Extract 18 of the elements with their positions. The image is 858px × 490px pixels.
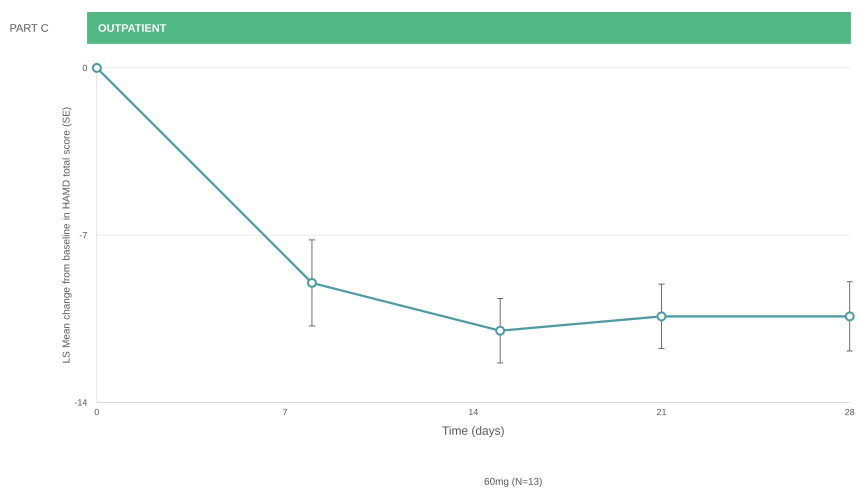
x-tick-label: 14	[468, 408, 478, 415]
y-axis-title: LS Mean change from baseline in HAMD total score (SE)	[62, 107, 72, 362]
x-tick-label: 7	[283, 408, 288, 415]
point	[656, 311, 666, 322]
y-tick-label: -14	[74, 399, 88, 406]
x-tick-label: 0	[94, 408, 100, 416]
chart-title: OUTPATIENT	[98, 24, 166, 32]
x-tick-label: 28	[845, 408, 854, 416]
point	[844, 311, 855, 322]
x-axis-title: Time (days)	[442, 426, 504, 438]
point	[495, 326, 506, 336]
text: 60mg (N=13)	[484, 478, 542, 487]
point	[306, 278, 317, 288]
y-tick-label: 0	[82, 64, 88, 71]
chart-subtitle: PART C	[10, 24, 48, 32]
point	[92, 62, 102, 73]
x-tick-label: 21	[656, 408, 666, 416]
y-tick-label: -7	[80, 232, 87, 238]
